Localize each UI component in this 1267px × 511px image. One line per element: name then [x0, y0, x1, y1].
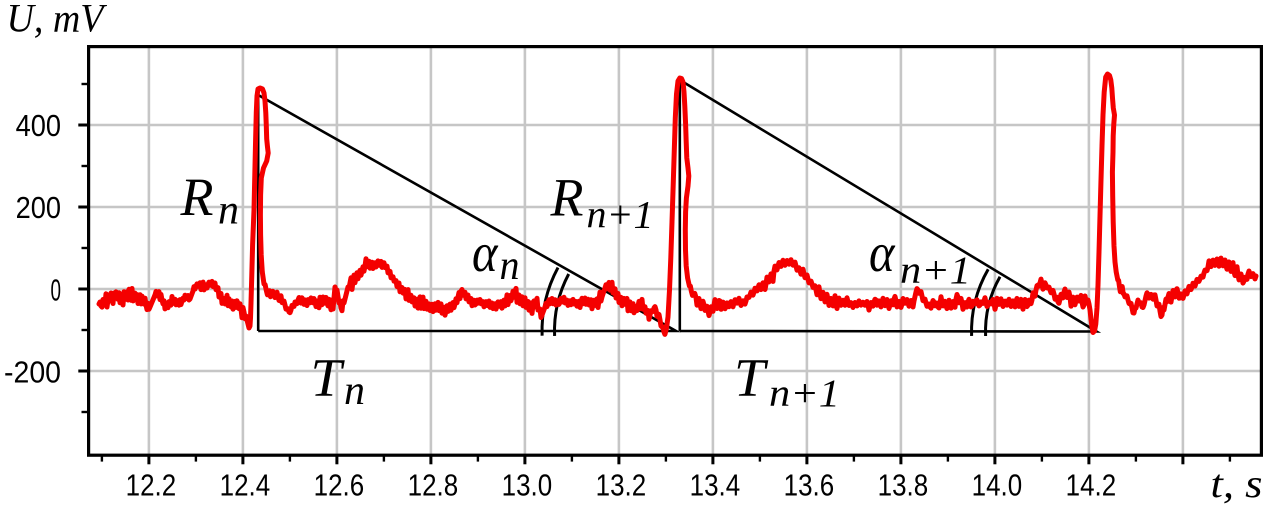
svg-text:α: α	[472, 222, 498, 283]
svg-text:T: T	[311, 348, 346, 408]
svg-text:14.0: 14.0	[972, 468, 1023, 503]
svg-text:12.4: 12.4	[220, 468, 271, 503]
svg-text:0: 0	[51, 272, 62, 307]
svg-text:R: R	[550, 168, 584, 228]
svg-text:α: α	[869, 222, 895, 283]
svg-text:n+1: n+1	[769, 372, 840, 415]
svg-text:U, mV: U, mV	[7, 0, 108, 41]
svg-text:13.6: 13.6	[784, 468, 835, 503]
svg-text:R: R	[180, 167, 214, 227]
svg-text:12.8: 12.8	[408, 468, 459, 503]
svg-text:t, s: t, s	[1211, 461, 1263, 506]
svg-text:n: n	[500, 243, 520, 289]
svg-text:n: n	[344, 368, 365, 414]
svg-text:14.2: 14.2	[1066, 468, 1117, 503]
svg-text:n+1: n+1	[900, 249, 971, 292]
svg-text:n: n	[218, 188, 239, 234]
svg-text:12.6: 12.6	[314, 468, 365, 503]
svg-text:T: T	[734, 348, 769, 408]
svg-text:-200: -200	[4, 355, 61, 390]
svg-text:13.8: 13.8	[878, 468, 929, 503]
svg-text:13.0: 13.0	[502, 468, 553, 503]
svg-text:400: 400	[16, 108, 61, 143]
svg-text:13.4: 13.4	[690, 468, 741, 503]
svg-text:12.2: 12.2	[126, 468, 177, 503]
svg-text:13.2: 13.2	[596, 468, 647, 503]
svg-text:200: 200	[16, 190, 61, 225]
svg-text:n+1: n+1	[587, 194, 654, 237]
